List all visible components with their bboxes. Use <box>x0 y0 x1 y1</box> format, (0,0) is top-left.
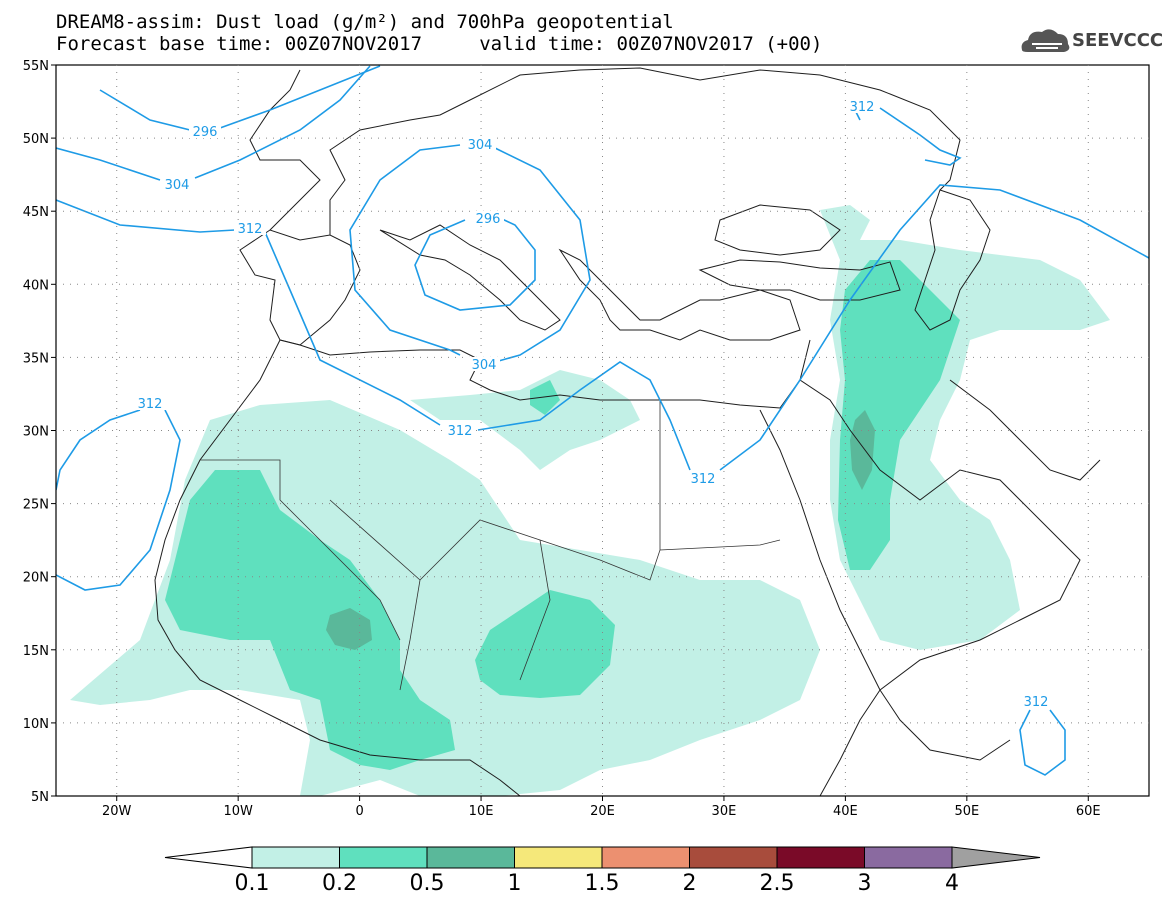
contour-label: 312 <box>448 424 473 439</box>
latitude-label: 15N <box>23 644 49 659</box>
contour-label: 304 <box>165 178 190 193</box>
latitude-label: 45N <box>23 205 49 220</box>
legend-labels: 0.1 0.2 0.5 1 1.5 2 2.5 3 4 <box>235 871 960 896</box>
latitude-label: 50N <box>23 132 49 147</box>
map-grid <box>56 65 1149 796</box>
latitude-labels: 55N 50N 45N 40N 35N 30N 25N 20N 15N 10N 5N <box>23 59 56 805</box>
legend-swatch <box>864 846 953 869</box>
legend-label: 1 <box>508 871 522 896</box>
legend-label: 1.5 <box>585 871 620 896</box>
contour-label: 304 <box>468 138 493 153</box>
longitude-label: 30E <box>712 804 737 819</box>
contour-label: 312 <box>1024 695 1049 710</box>
latitude-label: 30N <box>23 425 49 440</box>
latitude-label: 35N <box>23 351 49 366</box>
contour-label: 312 <box>138 397 163 412</box>
legend-label: 3 <box>858 871 872 896</box>
legend-label: 0.1 <box>235 871 270 896</box>
legend-label: 2.5 <box>760 871 795 896</box>
longitude-label: 40E <box>833 804 858 819</box>
latitude-label: 20N <box>23 571 49 586</box>
logo-text: SEEVCCC <box>1072 30 1164 51</box>
geopotential-contours <box>56 65 1149 776</box>
contour-label: 312 <box>238 222 263 237</box>
legend-swatch <box>426 846 515 869</box>
legend-arrow-left <box>164 846 253 869</box>
contour-label: 304 <box>472 358 497 373</box>
legend-swatch <box>514 846 603 869</box>
longitude-label: 10E <box>469 804 494 819</box>
contour-label: 296 <box>476 212 501 227</box>
latitude-label: 5N <box>31 790 49 805</box>
legend-swatch <box>339 846 428 869</box>
longitude-label: 60E <box>1076 804 1101 819</box>
coastlines <box>154 67 1101 796</box>
legend-swatch <box>776 846 865 869</box>
longitude-label: 20E <box>590 804 615 819</box>
legend-label: 0.5 <box>410 871 445 896</box>
color-legend <box>164 846 1041 869</box>
legend-swatch <box>689 846 778 869</box>
latitude-label: 40N <box>23 278 49 293</box>
legend-label: 2 <box>683 871 697 896</box>
latitude-label: 55N <box>23 59 49 74</box>
contour-label: 312 <box>691 472 716 487</box>
legend-swatch <box>601 846 690 869</box>
legend-arrow-right <box>951 846 1041 869</box>
legend-label: 0.2 <box>322 871 357 896</box>
legend-swatch <box>251 846 340 869</box>
cloud-icon <box>1021 29 1070 52</box>
chart-subtitle: Forecast base time: 00Z07NOV2017 valid t… <box>56 33 823 55</box>
latitude-label: 10N <box>23 717 49 732</box>
contour-label: 296 <box>193 125 218 140</box>
longitude-label: 20W <box>102 804 132 819</box>
longitude-labels: 20W 10W 0 10E 20E 30E 40E 50E 60E <box>102 796 1101 819</box>
latitude-label: 25N <box>23 498 49 513</box>
longitude-label: 0 <box>355 804 363 819</box>
longitude-label: 10W <box>223 804 253 819</box>
legend-label: 4 <box>945 871 959 896</box>
contour-label: 312 <box>850 100 875 115</box>
contour-labels: 296 304 312 304 296 312 312 304 312 312 312 <box>134 99 1052 710</box>
dust-fields <box>70 205 1110 796</box>
chart-title: DREAM8-assim: Dust load (g/m²) and 700hP… <box>56 11 674 33</box>
longitude-label: 50E <box>954 804 979 819</box>
